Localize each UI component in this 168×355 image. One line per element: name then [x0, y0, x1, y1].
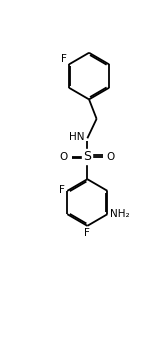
Text: O: O — [60, 152, 68, 162]
Text: S: S — [83, 151, 91, 163]
Text: F: F — [59, 185, 65, 195]
Text: F: F — [61, 54, 66, 64]
Text: NH₂: NH₂ — [110, 209, 130, 219]
Text: HN: HN — [69, 132, 85, 142]
Text: F: F — [85, 228, 90, 239]
Text: O: O — [107, 152, 115, 162]
